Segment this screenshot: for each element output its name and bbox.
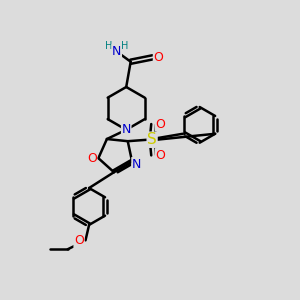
Text: S: S <box>147 132 157 147</box>
Text: N: N <box>132 158 141 171</box>
Text: N: N <box>122 123 131 136</box>
Text: H: H <box>105 41 113 51</box>
Text: O: O <box>153 51 163 64</box>
Text: O: O <box>87 152 97 165</box>
Text: O: O <box>74 235 84 248</box>
Text: H: H <box>121 41 128 51</box>
Text: O: O <box>155 118 165 131</box>
Text: N: N <box>112 44 122 58</box>
Text: O: O <box>155 149 165 162</box>
